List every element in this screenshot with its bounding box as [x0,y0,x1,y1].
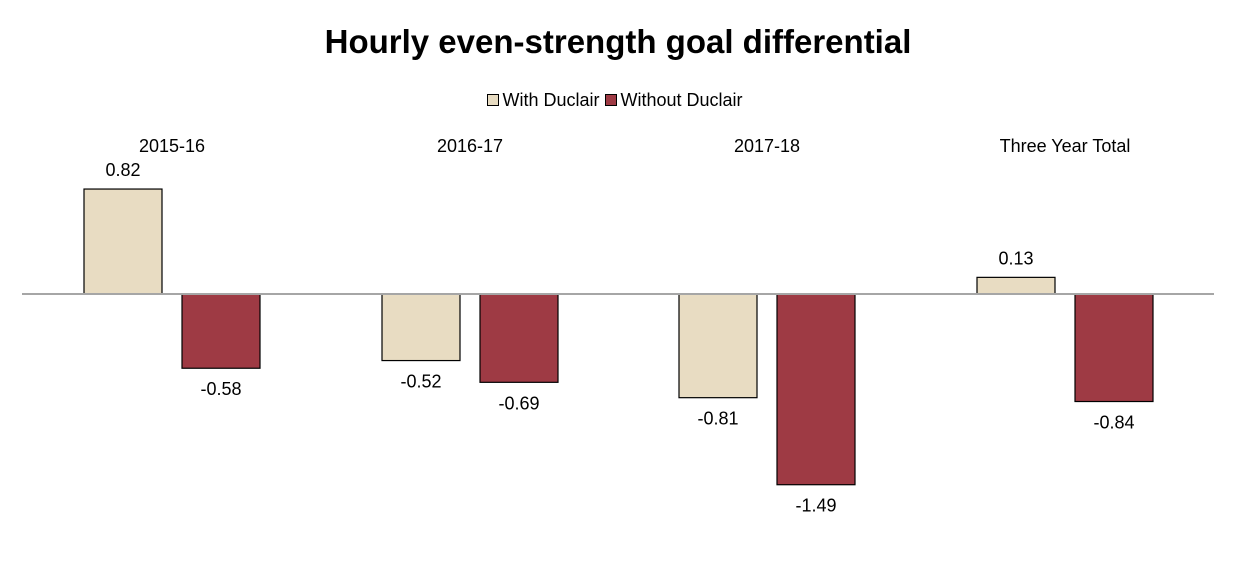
legend-label-with-duclair: With Duclair [502,90,600,110]
data-label-with-duclair-2017-18: -0.81 [697,409,738,429]
bar-with-duclair-three-year-total [976,276,1056,295]
legend-swatch-without-duclair [605,94,618,106]
chart-title: Hourly even-strength goal differential [324,23,912,60]
category-label-three-year-total: Three Year Total [1000,136,1131,156]
bar-without-duclair-2017-18 [776,293,856,486]
bar-without-duclair-three-year-total [1074,293,1154,403]
data-label-without-duclair-2015-16: -0.58 [200,379,241,399]
data-label-without-duclair-2017-18: -1.49 [795,496,836,516]
legend-item-without-duclair: Without Duclair [605,88,743,112]
bar-without-duclair-2015-16 [181,293,261,369]
chart-legend: With Duclair Without Duclair [0,88,1236,112]
legend-swatch-with-duclair [487,94,500,106]
data-label-without-duclair-three-year-total: -0.84 [1093,413,1134,433]
bar-with-duclair-2017-18 [678,293,758,399]
category-label-2017-18: 2017-18 [734,136,800,156]
data-label-without-duclair-2016-17: -0.69 [498,393,539,413]
bar-with-duclair-2015-16 [83,188,163,295]
category-label-2016-17: 2016-17 [437,136,503,156]
data-label-with-duclair-2016-17: -0.52 [400,372,441,392]
category-label-2015-16: 2015-16 [139,136,205,156]
data-label-with-duclair-three-year-total: 0.13 [998,248,1033,268]
legend-label-without-duclair: Without Duclair [620,90,743,110]
bar-without-duclair-2016-17 [479,293,559,383]
legend-item-with-duclair: With Duclair [487,88,599,112]
data-label-with-duclair-2015-16: 0.82 [105,160,140,180]
bar-with-duclair-2016-17 [381,293,461,362]
